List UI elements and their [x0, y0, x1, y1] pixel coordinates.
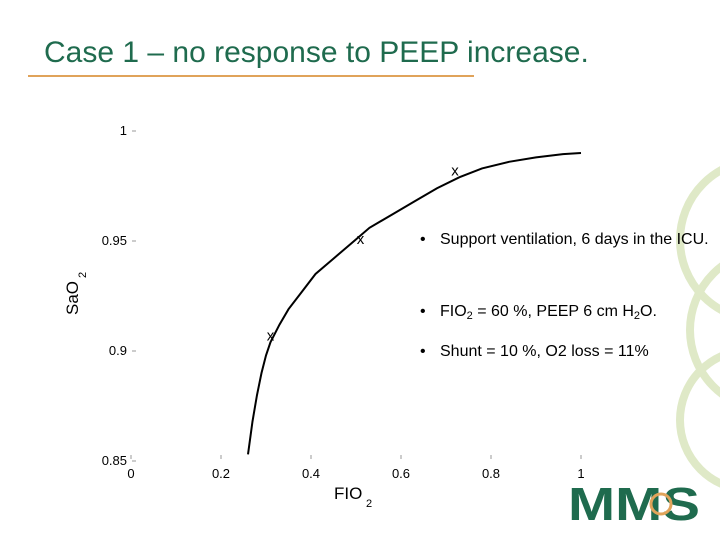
- x-tick-label: 0: [127, 466, 134, 481]
- x-tick-label: 0.4: [302, 466, 320, 481]
- x-tick-label: 0.8: [482, 466, 500, 481]
- bullet-item: • Shunt = 10 %, O2 loss = 11%: [420, 342, 710, 362]
- bullet-dot: •: [420, 343, 426, 360]
- y-axis-label: SaO: [63, 281, 82, 315]
- x-tick-label: 1: [577, 466, 584, 481]
- x-tick-label: 0.6: [392, 466, 410, 481]
- y-tick-label: 0.9: [109, 343, 127, 358]
- bullet-dot: •: [420, 231, 426, 248]
- bullet-text-part: FIO: [440, 303, 467, 320]
- y-axis-label-subscript: 2: [77, 272, 89, 278]
- y-tick-label: 1: [120, 123, 127, 138]
- x-axis-label: FIO: [334, 484, 362, 503]
- slide-title: Case 1 – no response to PEEP increase.: [44, 36, 589, 69]
- bullet-subscript: 2: [466, 310, 473, 322]
- x-tick-label: 0.2: [212, 466, 230, 481]
- mms-logo: MMS: [568, 478, 700, 526]
- bullet-text-part: O.: [640, 303, 657, 320]
- bullet-dot: •: [420, 303, 426, 320]
- bullet-text-part: = 60 %, PEEP 6 cm H: [472, 303, 634, 320]
- title-underline: [28, 75, 474, 77]
- logo-text: MMS: [568, 478, 700, 526]
- y-axis-label-group: SaO 2: [63, 272, 89, 315]
- y-tick-label: 0.95: [102, 233, 127, 248]
- bullet-text: Support ventilation, 6 days in the ICU.: [440, 231, 709, 248]
- y-tick-label: 0.85: [102, 453, 127, 468]
- bullet-text: FIO2 = 60 %, PEEP 6 cm H2O.: [440, 302, 710, 326]
- bullet-item: • FIO2 = 60 %, PEEP 6 cm H2O.: [420, 302, 710, 326]
- logo-ring: [649, 492, 673, 516]
- data-marker: x: [451, 163, 459, 180]
- bullet-item: • Support ventilation, 6 days in the ICU…: [420, 230, 710, 250]
- data-marker: x: [267, 328, 275, 345]
- bullet-subscript: 2: [633, 310, 641, 322]
- bullet-text: Shunt = 10 %, O2 loss = 11%: [440, 343, 649, 360]
- x-axis-label-subscript: 2: [366, 498, 372, 510]
- series-line: [247, 152, 582, 455]
- data-marker: x: [357, 231, 365, 248]
